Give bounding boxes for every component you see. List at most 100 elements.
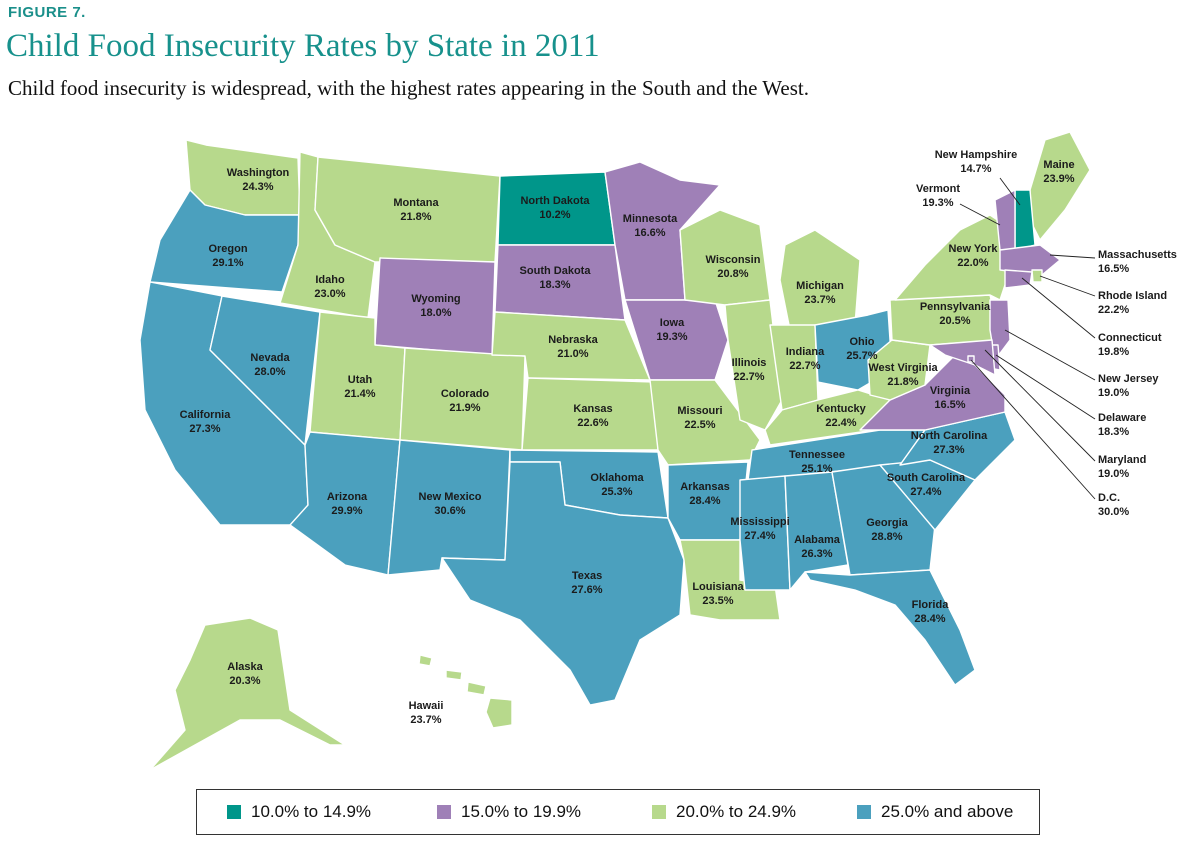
leader-line-new-jersey — [1004, 329, 1096, 381]
state-rate: 19.3% — [656, 331, 687, 343]
state-hawaii — [418, 654, 513, 729]
state-label-oklahoma: Oklahoma 25.3% — [590, 472, 644, 498]
state-label-new-hampshire: New Hampshire 14.7% — [935, 149, 1018, 175]
state-maryland — [929, 339, 996, 376]
state-label-iowa: Iowa 19.3% — [656, 317, 687, 343]
state-rate: 21.0% — [557, 348, 588, 360]
state-rate: 20.3% — [229, 675, 260, 687]
state-label-arkansas: Arkansas 28.4% — [680, 481, 730, 507]
state-rate: 27.3% — [189, 423, 220, 435]
state-label-arizona: Arizona 29.9% — [327, 491, 368, 517]
state-name: Utah — [348, 374, 373, 386]
state-name: Ohio — [849, 336, 874, 348]
state-name: Hawaii — [409, 700, 444, 712]
state-name: South Dakota — [520, 265, 592, 277]
state-label-vermont: Vermont 19.3% — [916, 183, 960, 209]
state-name: Minnesota — [623, 213, 678, 225]
state-rate: 21.9% — [449, 402, 480, 414]
state-rate: 27.4% — [744, 530, 775, 542]
state-label-north-dakota: North Dakota 10.2% — [520, 195, 590, 221]
state-label-mississippi: Mississippi 27.4% — [730, 516, 789, 542]
state-rate: 19.0% — [1098, 468, 1129, 480]
state-label-rhode-island: Rhode Island 22.2% — [1098, 290, 1167, 316]
state-rate: 30.6% — [434, 505, 465, 517]
state-rate: 27.6% — [571, 584, 602, 596]
figure-label: FIGURE 7. — [8, 4, 86, 21]
state-name: Oklahoma — [590, 472, 644, 484]
state-name: New York — [948, 243, 998, 255]
state-d-c — [967, 355, 975, 363]
state-name: North Dakota — [520, 195, 590, 207]
state-name: Mississippi — [730, 516, 789, 528]
state-rate: 23.9% — [1043, 173, 1074, 185]
state-rate: 16.5% — [1098, 263, 1129, 275]
state-name: New Hampshire — [935, 149, 1018, 161]
state-montana — [314, 156, 501, 263]
state-name: Washington — [227, 167, 290, 179]
state-label-nebraska: Nebraska 21.0% — [548, 334, 598, 360]
state-label-montana: Montana 21.8% — [393, 197, 439, 223]
state-name: Idaho — [315, 274, 345, 286]
state-label-new-york: New York 22.0% — [948, 243, 998, 269]
state-label-north-carolina: North Carolina 27.3% — [911, 430, 988, 456]
state-rate: 22.5% — [684, 419, 715, 431]
state-name: Kansas — [573, 403, 612, 415]
legend-label: 25.0% and above — [881, 802, 1014, 821]
state-rate: 23.7% — [410, 714, 441, 726]
state-rate: 28.8% — [871, 531, 902, 543]
state-rhode-island — [1031, 269, 1043, 283]
leader-line-rhode-island — [1039, 275, 1096, 297]
state-label-washington: Washington 24.3% — [227, 167, 290, 193]
state-rate: 16.6% — [634, 227, 665, 239]
state-name: Alabama — [794, 534, 841, 546]
state-label-california: California 27.3% — [180, 409, 232, 435]
state-georgia — [831, 464, 936, 576]
state-rate: 19.8% — [1098, 346, 1129, 358]
state-rate: 26.3% — [801, 548, 832, 560]
state-label-west-virginia: West Virginia 21.8% — [868, 362, 938, 388]
page-title: Child Food Insecurity Rates by State in … — [6, 28, 600, 64]
state-name: Indiana — [786, 346, 825, 358]
state-name: Arizona — [327, 491, 368, 503]
state-name: Louisiana — [692, 581, 744, 593]
legend-swatch-blue — [857, 805, 871, 819]
state-name: Kentucky — [816, 403, 866, 415]
legend-label: 15.0% to 19.9% — [461, 802, 582, 821]
state-name: Massachusetts — [1098, 249, 1177, 261]
state-name: Arkansas — [680, 481, 730, 493]
state-label-alaska: Alaska 20.3% — [227, 661, 263, 687]
state-label-wyoming: Wyoming 18.0% — [411, 293, 460, 319]
state-name: California — [180, 409, 232, 421]
state-rate: 25.1% — [801, 463, 832, 475]
legend-label: 10.0% to 14.9% — [251, 802, 372, 821]
state-label-massachusetts: Massachusetts 16.5% — [1098, 249, 1177, 275]
state-label-michigan: Michigan 23.7% — [796, 280, 844, 306]
state-rate: 20.5% — [939, 315, 970, 327]
state-rate: 18.3% — [539, 279, 570, 291]
state-label-pennsylvania: Pennsylvania 20.5% — [920, 301, 991, 327]
state-label-south-carolina: South Carolina 27.4% — [887, 472, 966, 498]
state-rate: 29.9% — [331, 505, 362, 517]
state-label-tennessee: Tennessee 25.1% — [789, 449, 845, 475]
leader-line-delaware — [995, 354, 1096, 420]
state-label-delaware: Delaware 18.3% — [1098, 412, 1146, 438]
state-name: D.C. — [1098, 492, 1120, 504]
state-name: Delaware — [1098, 412, 1146, 424]
state-name: Nebraska — [548, 334, 598, 346]
state-rate: 19.3% — [922, 197, 953, 209]
state-rate: 20.8% — [717, 268, 748, 280]
state-label-wisconsin: Wisconsin 20.8% — [706, 254, 761, 280]
state-name: Pennsylvania — [920, 301, 991, 313]
state-label-kansas: Kansas 22.6% — [573, 403, 612, 429]
state-name: South Carolina — [887, 472, 966, 484]
state-rate: 22.2% — [1098, 304, 1129, 316]
state-massachusetts — [999, 244, 1061, 276]
state-label-maine: Maine 23.9% — [1043, 159, 1074, 185]
state-rate: 18.3% — [1098, 426, 1129, 438]
legend-swatch-purple — [437, 805, 451, 819]
leader-line-new-hampshire — [999, 177, 1021, 206]
state-rate: 10.2% — [539, 209, 570, 221]
state-rate: 21.4% — [344, 388, 375, 400]
state-alaska — [149, 617, 346, 771]
